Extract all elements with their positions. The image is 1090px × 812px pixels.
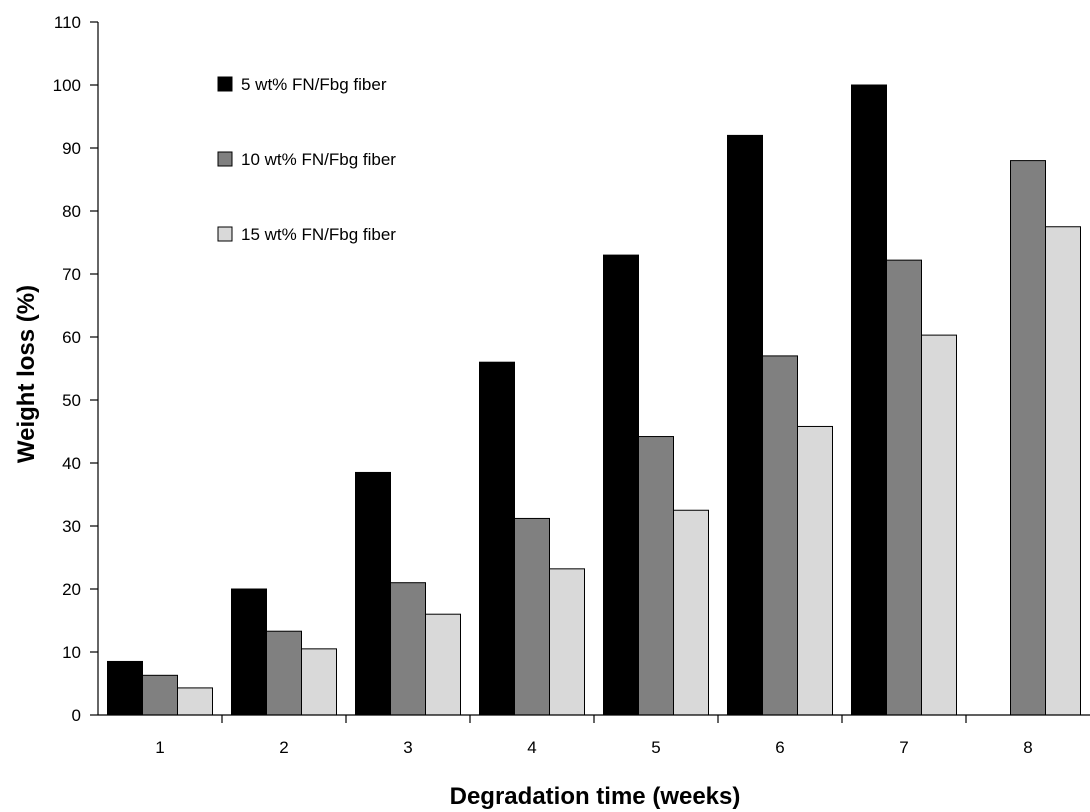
bar-series-2-week-1 <box>142 674 178 716</box>
legend: 5 wt% FN/Fbg fiber 10 wt% FN/Fbg fiber 15 … <box>217 75 396 244</box>
x-tick-label: 8 <box>1023 738 1032 757</box>
x-tick-label: 6 <box>775 738 784 757</box>
bar-series-1-week-3 <box>355 471 391 716</box>
x-tick-label: 2 <box>279 738 288 757</box>
bar-series-3-week-8 <box>1045 226 1081 716</box>
y-axis-title: Weight loss (%) <box>13 285 40 463</box>
bar-series-3-week-3 <box>425 613 461 716</box>
bar-series-2-week-4 <box>514 517 550 716</box>
bar-series-2-week-3 <box>390 582 426 716</box>
x-axis-title: Degradation time (weeks) <box>450 783 741 810</box>
bar-series-1-week-1 <box>107 660 143 716</box>
bar-series-1-week-7 <box>851 84 887 716</box>
y-tick-label: 10 <box>62 643 81 662</box>
x-ticks: 1 2 3 4 5 6 7 8 <box>155 715 1033 757</box>
bar-series-3-week-2 <box>301 648 337 716</box>
y-tick-label: 90 <box>62 139 81 158</box>
y-tick-label: 0 <box>72 706 81 725</box>
x-tick-label: 1 <box>155 738 164 757</box>
bar-series-2-week-5 <box>638 436 674 716</box>
y-tick-label: 60 <box>62 328 81 347</box>
y-tick-label: 40 <box>62 454 81 473</box>
bar-series-1-week-5 <box>603 254 639 716</box>
y-tick-label: 100 <box>53 76 81 95</box>
y-ticks: 0 10 20 30 40 50 60 70 80 90 100 110 <box>53 13 98 725</box>
x-tick-label: 5 <box>651 738 660 757</box>
legend-label: 15 wt% FN/Fbg fiber <box>241 225 396 244</box>
bar-series-1-week-4 <box>479 361 515 716</box>
y-tick-label: 20 <box>62 580 81 599</box>
bars-layer <box>107 84 1081 716</box>
legend-label: 5 wt% FN/Fbg fiber <box>241 75 387 94</box>
x-tick-label: 3 <box>403 738 412 757</box>
legend-label: 10 wt% FN/Fbg fiber <box>241 150 396 169</box>
bar-series-1-week-2 <box>231 588 267 716</box>
bar-series-3-week-7 <box>921 334 957 716</box>
y-tick-label: 110 <box>54 13 81 32</box>
bar-series-2-week-6 <box>762 355 798 716</box>
bar-series-3-week-4 <box>549 568 585 716</box>
y-tick-label: 70 <box>62 265 81 284</box>
legend-swatch <box>217 76 233 92</box>
bar-series-3-week-1 <box>177 687 213 716</box>
x-tick-label: 4 <box>527 738 536 757</box>
bar-series-2-week-8 <box>1010 160 1046 716</box>
bar-series-2-week-7 <box>886 259 922 716</box>
bar-series-1-week-6 <box>727 134 763 716</box>
y-tick-label: 80 <box>62 202 81 221</box>
y-tick-label: 50 <box>62 391 81 410</box>
y-tick-label: 30 <box>62 517 81 536</box>
bar-series-3-week-5 <box>673 509 709 716</box>
legend-swatch <box>217 226 233 242</box>
legend-swatch <box>217 151 233 167</box>
x-tick-label: 7 <box>899 738 908 757</box>
bar-series-2-week-2 <box>266 630 302 716</box>
bar-series-3-week-6 <box>797 425 833 716</box>
